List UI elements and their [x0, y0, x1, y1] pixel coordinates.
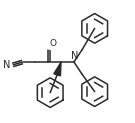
Text: N: N: [71, 51, 79, 61]
Text: O: O: [49, 39, 56, 48]
Polygon shape: [54, 62, 61, 76]
Text: N: N: [3, 60, 11, 70]
